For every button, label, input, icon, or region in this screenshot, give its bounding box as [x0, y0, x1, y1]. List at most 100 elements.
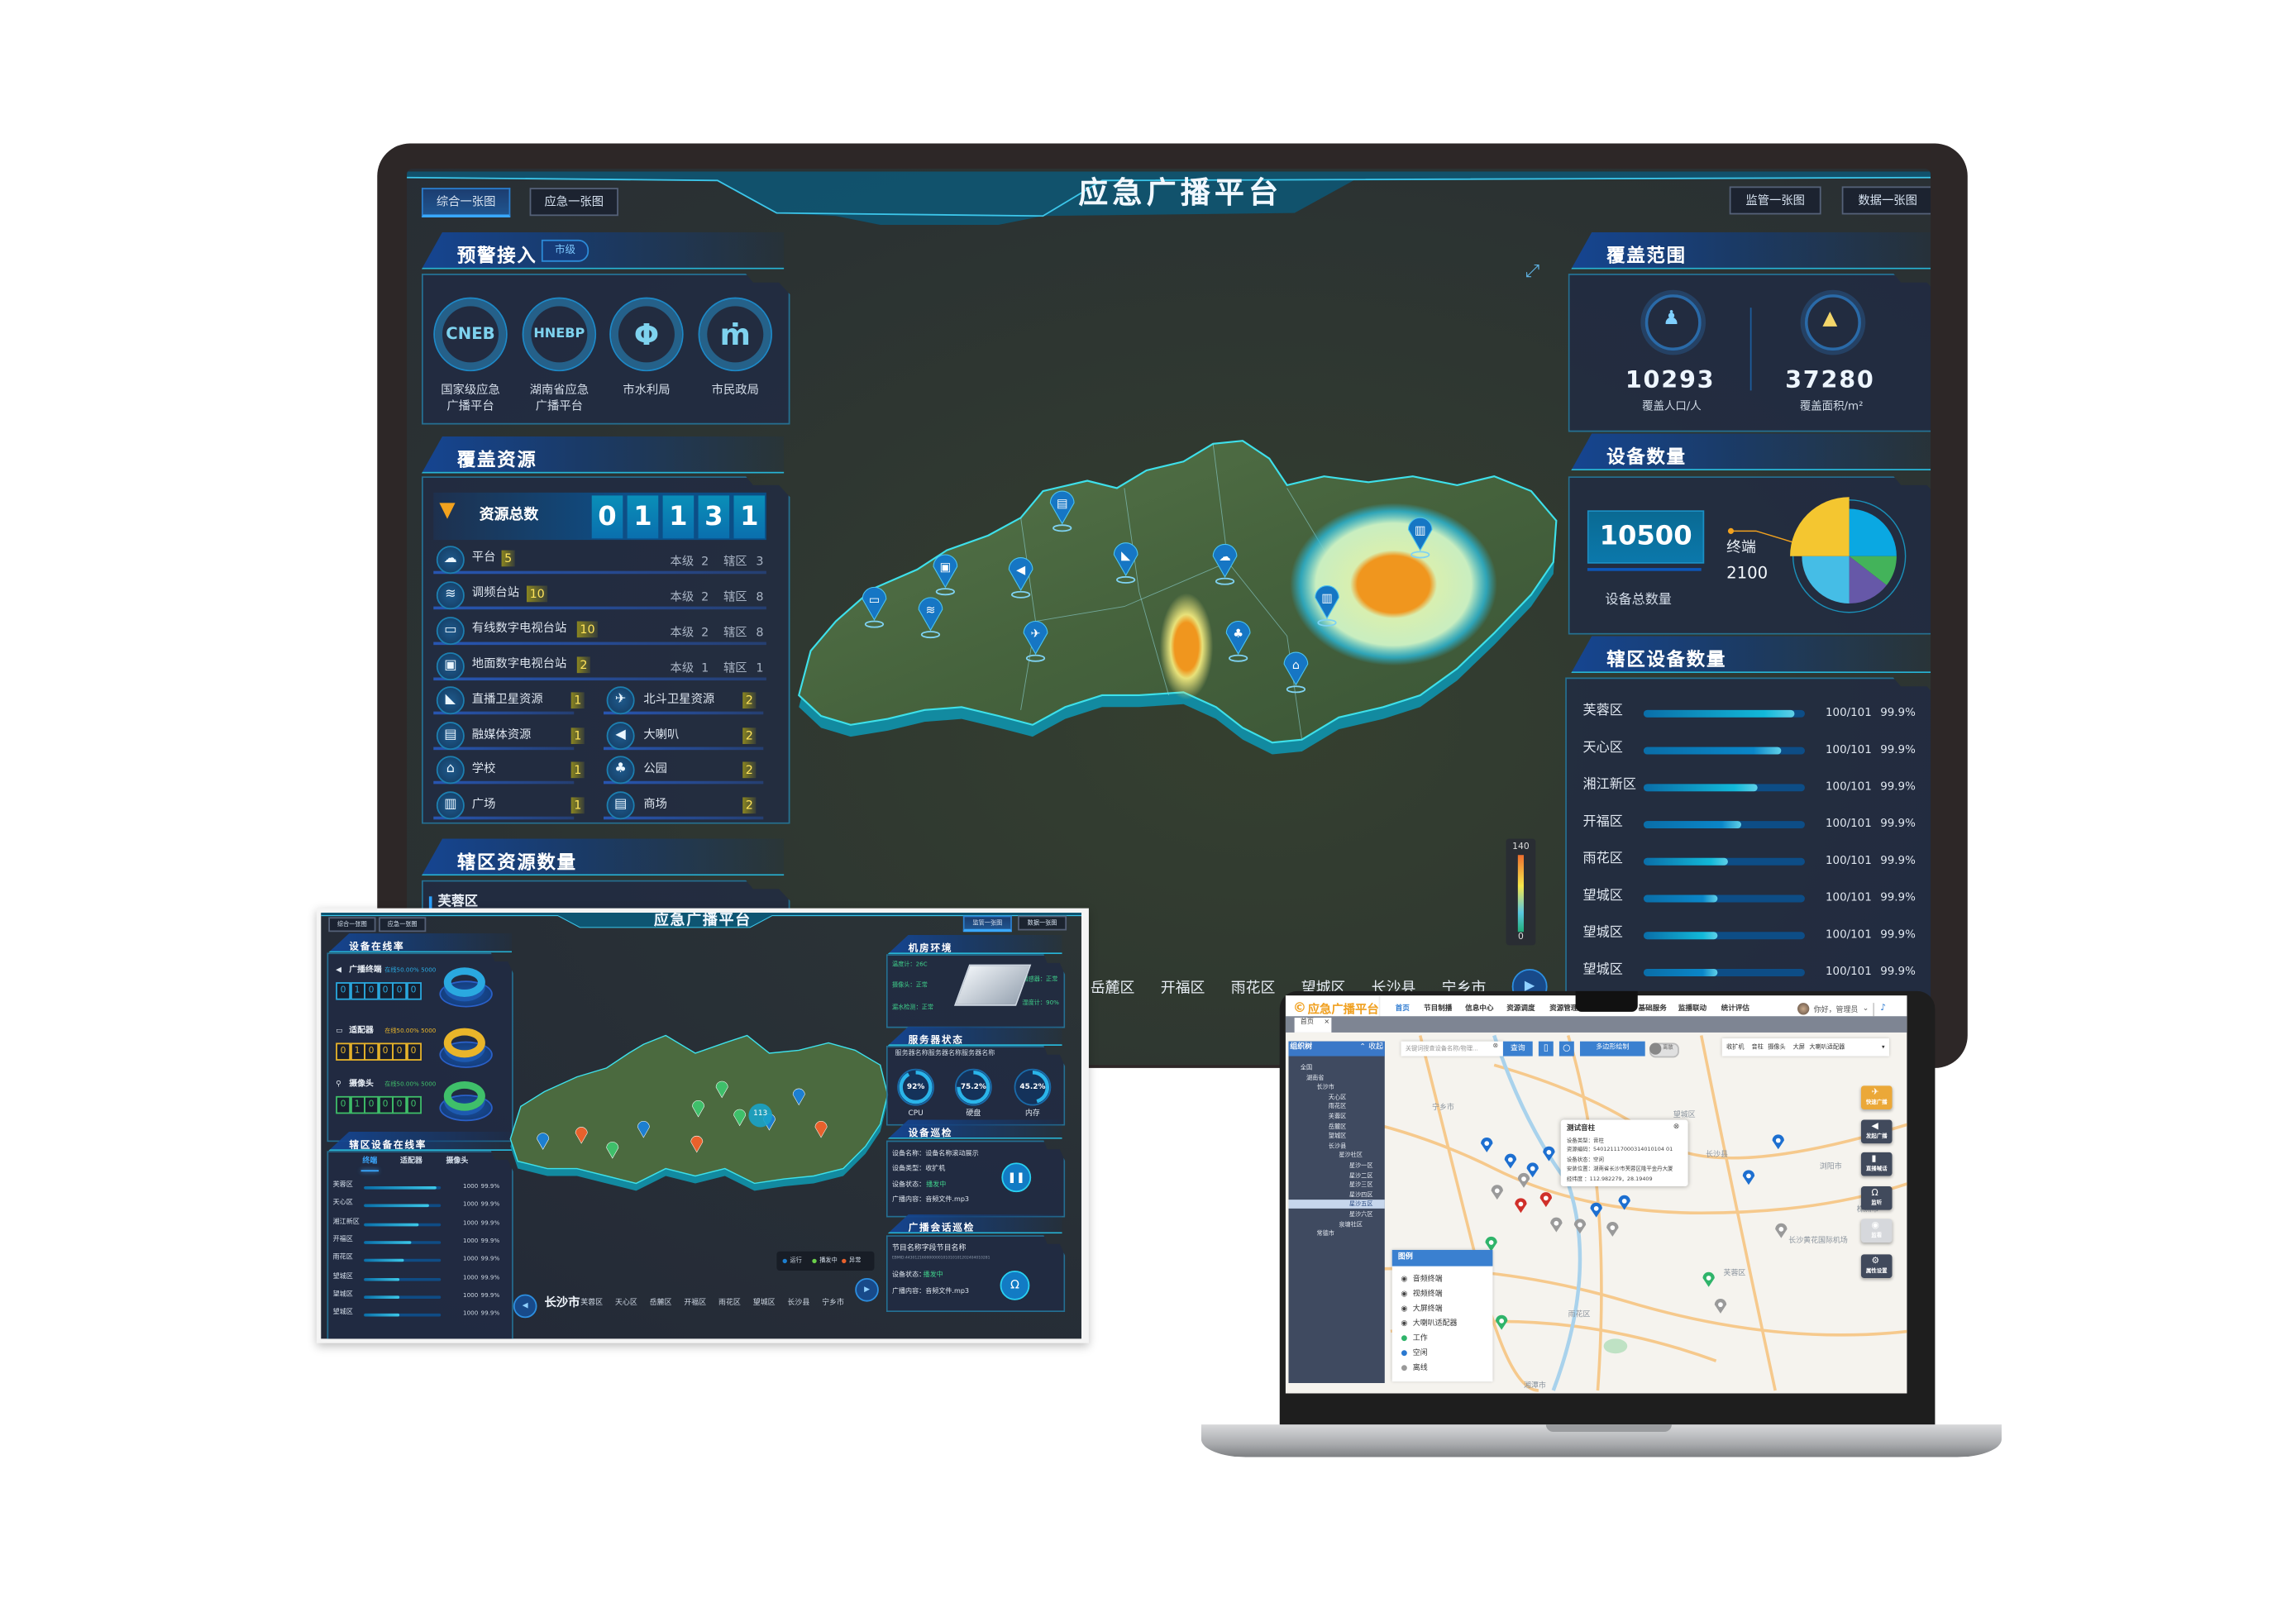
- circle-select-button[interactable]: ○: [1559, 1041, 1574, 1057]
- nav-item-0[interactable]: 首页: [1395, 1005, 1410, 1014]
- tree-item[interactable]: 星沙一区: [1348, 1161, 1373, 1169]
- device-map-pin-dot: [1621, 1199, 1627, 1204]
- filter-chip[interactable]: 音柱: [1751, 1042, 1764, 1051]
- nav-tab-right-1[interactable]: 数据一张图: [1841, 186, 1931, 215]
- tablet-nav-tab-1[interactable]: 应急一张图: [379, 917, 427, 933]
- tablet-map-cluster-count[interactable]: 113: [753, 1109, 768, 1119]
- nav-item-1[interactable]: 节目制播: [1424, 1005, 1453, 1014]
- nav-item-4[interactable]: 资源管理: [1549, 1005, 1578, 1014]
- district-online-tab-2[interactable]: 摄像头: [446, 1157, 469, 1166]
- tab-home[interactable]: [1294, 1018, 1332, 1033]
- nav-tab-0[interactable]: 综合一张图: [421, 188, 511, 218]
- civil-affairs-emblem[interactable]: ṁ: [698, 297, 773, 372]
- tablet-district-link[interactable]: 芙蓉区: [580, 1299, 604, 1308]
- tablet-nav-tab-0[interactable]: 综合一张图: [328, 917, 376, 933]
- action-headphones[interactable]: [1860, 1186, 1893, 1210]
- tablet-district-link[interactable]: 雨花区: [718, 1299, 741, 1308]
- polygon-draw-button[interactable]: 多边形绘制: [1579, 1041, 1645, 1057]
- headphones-button[interactable]: Ω: [1000, 1271, 1030, 1300]
- tree-item[interactable]: 湖南省: [1306, 1073, 1325, 1081]
- district-link[interactable]: 开福区: [1160, 980, 1205, 997]
- district-link[interactable]: 岳麓区: [1090, 980, 1135, 997]
- tablet-nav-tab-right-0[interactable]: 监管一张图: [962, 915, 1012, 933]
- tablet-district-link[interactable]: 望城区: [752, 1299, 776, 1308]
- nav-divider: [1873, 1003, 1875, 1017]
- source-hnebp-logo[interactable]: HNEBP: [522, 297, 597, 372]
- device-tooltip: [1560, 1119, 1688, 1187]
- source-label: 湖南省应急: [529, 383, 590, 397]
- filter-chip[interactable]: 收扩机: [1726, 1042, 1745, 1051]
- pause-button[interactable]: ❚❚: [1001, 1162, 1032, 1193]
- logo-divider: [1378, 995, 1381, 1030]
- tree-item[interactable]: 长沙市: [1316, 1083, 1334, 1091]
- tablet-city[interactable]: 长沙市: [544, 1295, 580, 1309]
- resource-count: 10: [526, 585, 548, 603]
- action-microphone[interactable]: [1860, 1152, 1893, 1176]
- search-button[interactable]: 查询: [1502, 1041, 1533, 1057]
- water-bureau-emblem[interactable]: Φ: [609, 297, 684, 372]
- tree-item[interactable]: 望城区: [1328, 1132, 1347, 1140]
- tablet-next-button[interactable]: ▶: [855, 1277, 879, 1302]
- district-online-tab-0[interactable]: 终端: [362, 1157, 378, 1166]
- district-online-tab-1[interactable]: 适配器: [399, 1157, 422, 1166]
- tree-item[interactable]: 泉塘社区: [1339, 1219, 1363, 1228]
- tree-item[interactable]: 雨花区: [1328, 1102, 1347, 1110]
- district-online-pct: 99.9%: [480, 1309, 500, 1317]
- nav-item-8[interactable]: 统计评估: [1721, 1005, 1750, 1014]
- action-camera[interactable]: [1860, 1219, 1893, 1243]
- tablet-district-link[interactable]: 宁乡市: [822, 1299, 844, 1308]
- tree-item[interactable]: 全国: [1300, 1063, 1313, 1071]
- device-filter-box[interactable]: [1721, 1038, 1889, 1057]
- tablet-prev-button[interactable]: ◀: [513, 1294, 537, 1319]
- tree-item[interactable]: 星沙二区: [1348, 1171, 1373, 1179]
- action-rocket[interactable]: [1860, 1085, 1893, 1109]
- org-tree-collapse[interactable]: 收起: [1368, 1042, 1384, 1052]
- nav-tab-1[interactable]: 应急一张图: [529, 188, 618, 217]
- action-megaphone[interactable]: [1860, 1119, 1893, 1144]
- nav-item-3[interactable]: 资源调度: [1506, 1005, 1535, 1014]
- nav-item-2[interactable]: 信息中心: [1465, 1005, 1494, 1014]
- user-avatar[interactable]: [1797, 1003, 1810, 1015]
- tablet-district-link[interactable]: 开福区: [684, 1299, 707, 1308]
- district-online-name: 天心区: [332, 1200, 353, 1208]
- tree-item[interactable]: 常德市: [1316, 1229, 1334, 1238]
- level-label: 本级: [670, 661, 695, 675]
- map-marker-tv: ▣: [933, 554, 958, 596]
- tablet-district-link[interactable]: 岳麓区: [649, 1299, 672, 1308]
- tab-close-icon[interactable]: ×: [1324, 1018, 1330, 1027]
- district-online-name: 雨花区: [332, 1254, 353, 1262]
- filter-chip[interactable]: 大屏: [1792, 1042, 1805, 1051]
- online-ring: [443, 967, 485, 997]
- tree-item[interactable]: 天心区: [1328, 1092, 1347, 1100]
- nav-tab-right-0[interactable]: 监管一张图: [1729, 186, 1821, 215]
- tree-item[interactable]: 星沙六区: [1348, 1209, 1373, 1218]
- filter-chip[interactable]: 大喇叭适配器: [1809, 1042, 1845, 1051]
- device-map-pin-dot: [1518, 1201, 1524, 1207]
- tree-item[interactable]: 芙蓉区: [1328, 1112, 1347, 1120]
- device-map-pin-dot: [1778, 1227, 1784, 1232]
- tablet-district-link[interactable]: 长沙县: [787, 1299, 810, 1308]
- tree-item[interactable]: 星沙社区: [1339, 1151, 1363, 1159]
- tree-item[interactable]: 星沙四区: [1348, 1190, 1373, 1198]
- tree-item[interactable]: 星沙五区: [1348, 1200, 1373, 1208]
- tree-item[interactable]: 岳麓区: [1328, 1122, 1347, 1130]
- district-link[interactable]: 雨花区: [1230, 980, 1276, 997]
- nav-item-7[interactable]: 监播联动: [1678, 1005, 1707, 1014]
- tab-home-label: 首页: [1300, 1018, 1314, 1027]
- warning-level-badge[interactable]: 市级: [541, 239, 590, 262]
- tablet-section-district-online-title: 辖区设备在线率: [349, 1138, 427, 1152]
- action-gear[interactable]: [1860, 1254, 1893, 1278]
- tree-item[interactable]: 长沙县: [1328, 1141, 1347, 1149]
- device-ratio: 100/101: [1826, 779, 1872, 794]
- tablet-nav-tab-right-1[interactable]: 数据一张图: [1018, 915, 1067, 931]
- source-cneb-logo[interactable]: CNEB: [433, 297, 508, 372]
- tree-item[interactable]: 星沙三区: [1348, 1181, 1373, 1189]
- resource-count: 2: [742, 797, 757, 814]
- user-greeting[interactable]: 你好，管理员: [1813, 1005, 1859, 1015]
- nav-item-6[interactable]: 基础服务: [1638, 1005, 1667, 1014]
- tablet-district-link[interactable]: 天心区: [614, 1299, 637, 1308]
- search-input[interactable]: [1401, 1041, 1503, 1057]
- filter-chip[interactable]: 摄像头: [1768, 1042, 1786, 1051]
- rectangle-select-button[interactable]: ▯: [1538, 1041, 1554, 1057]
